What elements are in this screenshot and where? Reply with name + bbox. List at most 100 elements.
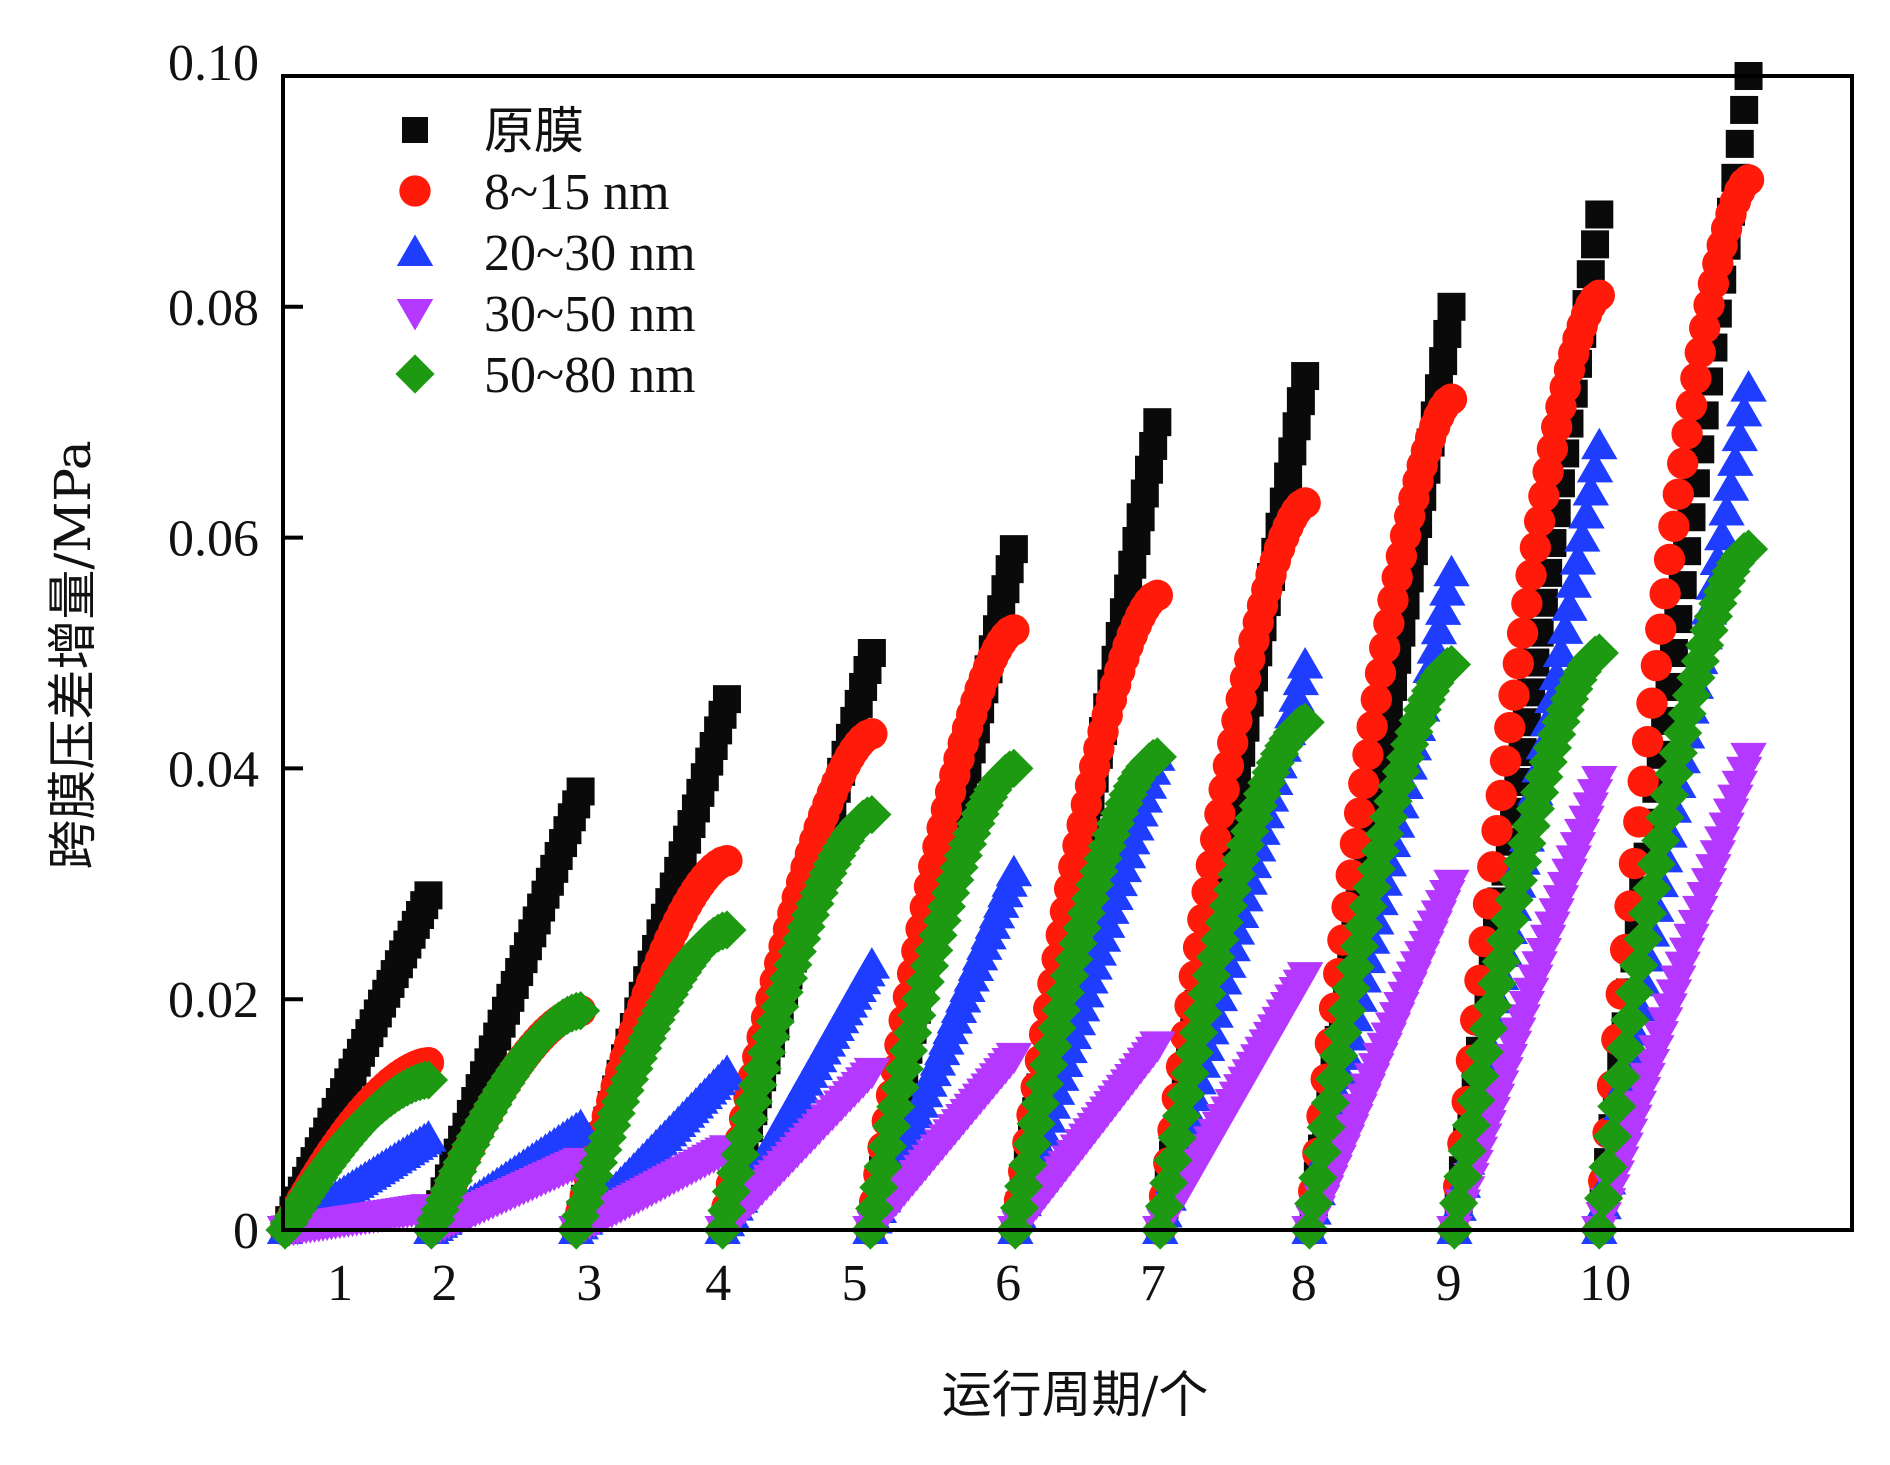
data-point xyxy=(1623,806,1655,838)
data-point xyxy=(901,978,941,1019)
data-point xyxy=(1568,497,1605,529)
legend-marker-icon xyxy=(396,299,434,331)
data-point xyxy=(994,748,1034,788)
data-point xyxy=(1663,713,1703,753)
data-point xyxy=(1583,279,1615,311)
data-point xyxy=(1433,869,1470,902)
data-point xyxy=(1485,779,1517,812)
data-point xyxy=(1137,737,1177,777)
x-tick-label: 2 xyxy=(431,1255,457,1312)
series-4 xyxy=(265,529,1769,1250)
data-point xyxy=(1662,478,1694,510)
data-point xyxy=(1585,200,1614,229)
data-point xyxy=(1730,370,1767,402)
data-point xyxy=(1451,1105,1492,1145)
data-point xyxy=(1581,230,1610,259)
data-point xyxy=(1502,647,1535,680)
data-point xyxy=(1542,635,1580,667)
data-point xyxy=(893,1013,933,1053)
data-point xyxy=(1443,1157,1483,1197)
data-point xyxy=(1213,870,1253,910)
legend-marker-icon xyxy=(396,234,434,266)
data-point xyxy=(414,881,443,910)
data-point xyxy=(995,854,1033,887)
legend-item: 30~50 nm xyxy=(396,286,696,343)
x-tick-label: 5 xyxy=(841,1255,867,1312)
data-point xyxy=(856,718,888,750)
data-point xyxy=(998,614,1030,646)
data-point xyxy=(1498,679,1530,711)
data-point xyxy=(1725,129,1754,158)
data-point xyxy=(1360,831,1401,871)
data-point xyxy=(853,1057,891,1090)
legend-item: 8~15 nm xyxy=(399,164,670,221)
data-point xyxy=(1584,1178,1624,1218)
data-point xyxy=(1671,418,1703,450)
data-point xyxy=(1528,480,1560,512)
data-point xyxy=(707,1191,747,1231)
x-tick-label: 1 xyxy=(327,1255,353,1312)
data-point xyxy=(1435,383,1468,415)
data-point xyxy=(1306,1107,1346,1147)
data-point xyxy=(1597,1086,1637,1127)
legend-label: 50~80 nm xyxy=(484,347,696,404)
data-point xyxy=(1636,687,1668,719)
data-point xyxy=(1523,505,1556,537)
data-point xyxy=(1490,900,1530,940)
x-tick-label: 9 xyxy=(1436,1255,1462,1312)
x-tick-label: 3 xyxy=(576,1255,602,1312)
data-point xyxy=(561,991,601,1031)
data-point xyxy=(1368,632,1401,664)
data-point xyxy=(852,794,892,835)
data-point xyxy=(1576,450,1614,483)
data-point xyxy=(1732,164,1765,196)
data-point xyxy=(1456,1080,1496,1120)
data-point xyxy=(1640,649,1673,682)
y-tick-label: 0.04 xyxy=(168,741,259,798)
data-point xyxy=(1730,95,1759,124)
data-point xyxy=(1468,925,1500,958)
data-point xyxy=(566,777,595,806)
data-point xyxy=(1460,1056,1500,1096)
data-point xyxy=(1331,891,1363,923)
data-point xyxy=(1274,462,1303,491)
data-point xyxy=(1282,663,1320,696)
data-point xyxy=(1286,387,1315,416)
data-point xyxy=(1481,814,1513,847)
x-tick-label: 7 xyxy=(1140,1255,1166,1312)
data-point xyxy=(1489,745,1522,777)
data-point xyxy=(1564,520,1601,552)
data-point xyxy=(1352,738,1384,771)
data-point xyxy=(905,962,945,1002)
legend-label: 20~30 nm xyxy=(484,225,696,282)
data-point xyxy=(1555,566,1592,598)
data-point xyxy=(1725,394,1763,427)
data-point xyxy=(1302,1132,1342,1172)
data-point xyxy=(1559,543,1597,575)
y-tick-label: 0.08 xyxy=(168,280,259,337)
data-point xyxy=(1161,1096,1202,1136)
data-point xyxy=(1429,574,1466,606)
legend-marker-icon xyxy=(402,117,428,143)
data-point xyxy=(1588,1147,1628,1187)
data-point xyxy=(1708,493,1745,526)
data-point xyxy=(1667,447,1699,480)
data-point xyxy=(1551,589,1588,621)
data-point xyxy=(1477,851,1509,883)
data-point xyxy=(1623,919,1663,959)
data-point xyxy=(1631,726,1664,758)
data-point xyxy=(720,1135,760,1175)
data-point xyxy=(1356,710,1388,743)
data-point xyxy=(1020,1084,1060,1124)
data-point xyxy=(410,1120,447,1152)
plot-frame xyxy=(281,74,1854,1232)
data-point xyxy=(1343,797,1376,829)
data-point xyxy=(867,1126,907,1166)
x-tick-label: 6 xyxy=(995,1255,1021,1312)
data-point xyxy=(1684,336,1716,369)
data-point xyxy=(1433,319,1462,348)
data-point xyxy=(1610,1000,1650,1040)
data-point xyxy=(999,535,1028,564)
data-point xyxy=(1429,347,1458,376)
data-point xyxy=(1289,487,1321,519)
